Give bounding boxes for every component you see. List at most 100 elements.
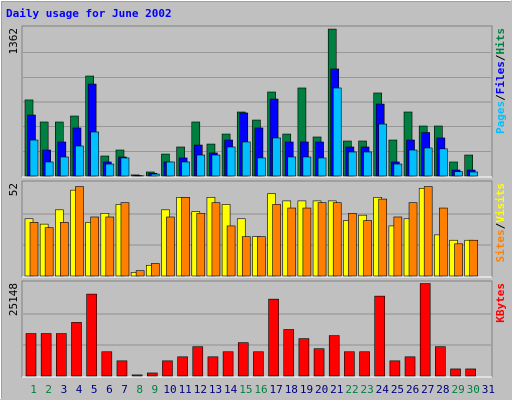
legend-entry: Pages	[494, 101, 507, 134]
x-tick-label: 26	[406, 383, 419, 396]
bar	[363, 151, 372, 177]
bar	[162, 360, 173, 377]
bar	[150, 263, 160, 277]
bar	[211, 154, 221, 177]
x-tick-label: 9	[152, 383, 159, 396]
legend-entry: KBytes	[494, 283, 507, 323]
legend-entry: Hits	[494, 28, 507, 55]
bar	[404, 356, 416, 377]
bar	[268, 298, 279, 377]
legend-separator: /	[494, 94, 507, 101]
bar	[287, 156, 297, 177]
x-tick-label: 16	[254, 383, 267, 396]
bar	[105, 216, 115, 277]
bar	[393, 216, 403, 277]
bar	[90, 216, 99, 277]
bar	[332, 202, 342, 277]
x-tick-label: 22	[345, 383, 358, 396]
bar	[226, 146, 236, 177]
legend: Pages/Files/Hits	[494, 28, 507, 134]
bar	[40, 333, 52, 377]
x-tick-label: 14	[224, 383, 238, 396]
x-tick-label: 12	[194, 383, 207, 396]
bar	[196, 154, 206, 177]
legend-separator: /	[494, 54, 507, 61]
bar	[389, 360, 401, 377]
x-tick-label: 1	[30, 383, 37, 396]
bar	[439, 207, 448, 277]
bar	[75, 186, 84, 277]
bar	[241, 141, 251, 177]
bar	[222, 351, 234, 377]
bar	[332, 87, 342, 177]
bar	[177, 356, 188, 377]
bar	[317, 202, 327, 277]
bar	[287, 207, 297, 277]
x-tick-label: 25	[391, 383, 404, 396]
bar	[166, 161, 175, 177]
x-tick-label: 23	[361, 383, 374, 396]
bar	[257, 157, 266, 177]
bar	[253, 351, 264, 377]
x-tick-label: 20	[315, 383, 328, 396]
bar	[272, 137, 281, 177]
bar	[181, 161, 190, 177]
bar	[86, 293, 97, 377]
bar	[317, 157, 327, 177]
bar	[237, 342, 249, 377]
bar	[469, 171, 478, 177]
bar	[120, 202, 130, 277]
bar	[328, 335, 340, 377]
legend-entry: Visits	[494, 183, 507, 223]
bar	[439, 148, 448, 177]
bar	[75, 145, 84, 177]
bar	[272, 204, 281, 277]
bar	[166, 216, 175, 277]
bar	[150, 173, 160, 177]
bar	[105, 163, 115, 177]
bar	[25, 333, 37, 377]
x-tick-label: 10	[163, 383, 176, 396]
bar	[56, 333, 67, 377]
bar	[374, 295, 386, 377]
x-tick-label: 4	[76, 383, 83, 396]
y-tick-label: 52	[7, 183, 20, 196]
bar	[423, 147, 433, 177]
x-tick-label: 6	[106, 383, 113, 396]
legend-entry: Files	[494, 61, 507, 94]
x-tick-label: 19	[300, 383, 313, 396]
x-tick-label: 2	[45, 383, 52, 396]
bar	[302, 156, 312, 177]
bar	[131, 374, 143, 377]
y-tick-label: 1362	[7, 28, 20, 55]
legend: KBytes	[494, 283, 507, 323]
bar	[211, 202, 221, 277]
x-tick-label: 8	[136, 383, 143, 396]
bar	[348, 151, 357, 177]
bar	[146, 372, 158, 377]
x-tick-label: 18	[285, 383, 298, 396]
bar	[257, 236, 266, 277]
bar	[90, 131, 99, 177]
bar	[135, 270, 145, 277]
bar	[408, 149, 418, 177]
x-tick-label: 17	[270, 383, 283, 396]
bar	[469, 239, 478, 277]
x-tick-label: 13	[209, 383, 222, 396]
bar	[465, 368, 476, 377]
y-tick-label: 25148	[7, 283, 20, 316]
bar	[196, 213, 206, 277]
bar	[283, 329, 295, 377]
bar	[378, 198, 388, 277]
bar	[29, 139, 39, 177]
bar	[419, 283, 431, 377]
bar	[435, 346, 446, 377]
bar	[44, 161, 54, 177]
bar	[60, 222, 69, 277]
x-tick-label: 11	[179, 383, 192, 396]
x-tick-label: 27	[421, 383, 434, 396]
bar	[44, 227, 54, 277]
